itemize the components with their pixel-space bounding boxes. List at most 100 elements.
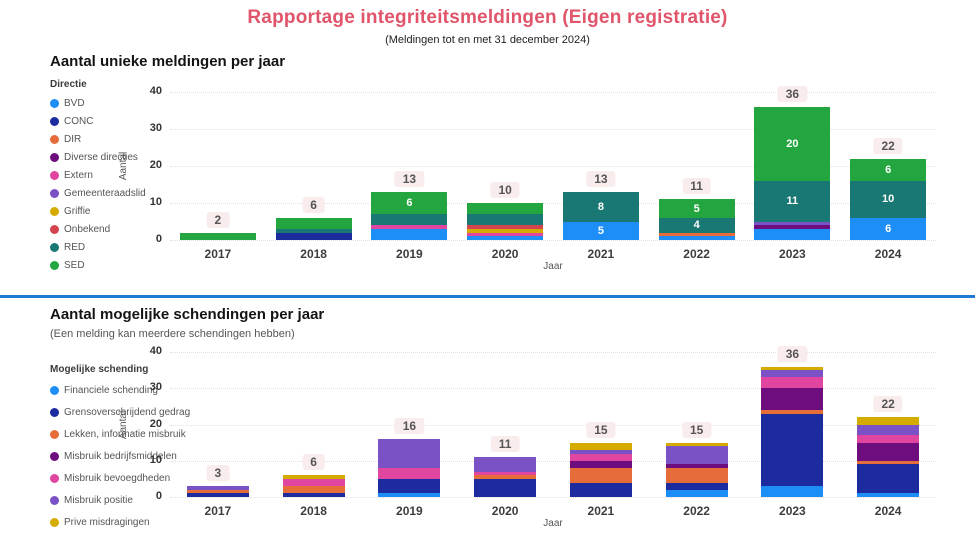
- bar-segment-misbruik-bedrijfsmiddelen[interactable]: [761, 388, 824, 410]
- bar-segment-sed[interactable]: [275, 217, 352, 229]
- bar-segment-misbruik-positie[interactable]: [665, 446, 728, 465]
- bar-segment-bvd[interactable]: [658, 236, 735, 240]
- bar-segment-misbruik-positie[interactable]: [569, 449, 632, 454]
- legend-item-lekken-informatie-misbruik[interactable]: Lekken, informatie misbruik: [50, 423, 186, 445]
- legend-item-financiele-schending[interactable]: Financiele schending: [50, 379, 185, 401]
- bar-segment-sed[interactable]: 20: [754, 106, 831, 181]
- legend-item-bvd[interactable]: BVD: [50, 94, 185, 112]
- bar-segment-financiele-schending[interactable]: [665, 489, 728, 497]
- legend-item-onbekend[interactable]: Onbekend: [50, 220, 185, 238]
- bar-total-label: 22: [873, 137, 903, 154]
- bar-segment-grensoverschrijdend-gedrag[interactable]: [378, 478, 441, 494]
- bar-segment-misbruik-bevoegdheden[interactable]: [761, 377, 824, 389]
- bar-segment-misbruik-positie[interactable]: [857, 424, 920, 436]
- bar-segment-misbruik-bevoegdheden[interactable]: [282, 478, 345, 487]
- bar-segment-sed[interactable]: [467, 203, 544, 215]
- bar-segment-gemeenteraadslid[interactable]: [754, 221, 831, 226]
- bar-segment-lekken-informatie-misbruik[interactable]: [761, 410, 824, 414]
- bar-segment-misbruik-bedrijfsmiddelen[interactable]: [857, 442, 920, 461]
- bar-segment-bvd[interactable]: 6: [850, 217, 927, 240]
- legend-item-diverse-directies[interactable]: Diverse directies: [50, 148, 185, 166]
- chart1-plot-area: 0 10 20 30 40 Aantal 2 2017 6 2018 6 13 2019 10 2020 5 8…: [118, 85, 936, 272]
- bar-segment-sed[interactable]: 6: [371, 191, 448, 215]
- bar-segment-prive-misdragingen[interactable]: [282, 475, 345, 479]
- bar-segment-dir[interactable]: [658, 232, 735, 237]
- bar-segment-griffie[interactable]: [467, 228, 544, 233]
- bar-segment-prive-misdragingen[interactable]: [761, 366, 824, 371]
- bar-segment-misbruik-bevoegdheden[interactable]: [474, 471, 537, 476]
- bar-segment-misbruik-bevoegdheden[interactable]: [378, 468, 441, 479]
- x-axis-tick-label: 2017: [204, 504, 232, 518]
- bar-segment-bvd[interactable]: [467, 236, 544, 240]
- bar-segment-red[interactable]: 10: [850, 180, 927, 218]
- bar-segment-extern[interactable]: [467, 232, 544, 237]
- bar-total-label: 11: [682, 178, 711, 195]
- bar-segment-lekken-informatie-misbruik[interactable]: [186, 489, 249, 494]
- bar-segment-financiele-schending[interactable]: [378, 493, 441, 497]
- bar-segment-misbruik-positie[interactable]: [474, 457, 537, 472]
- bar-segment-lekken-informatie-misbruik[interactable]: [282, 486, 345, 494]
- bar-segment-diverse-directies[interactable]: [754, 225, 831, 229]
- bar-segment-sed[interactable]: 5: [658, 199, 735, 218]
- legend-item-red[interactable]: RED: [50, 238, 185, 256]
- bar-segment-grensoverschrijdend-gedrag[interactable]: [282, 493, 345, 497]
- bar-segment-red[interactable]: [467, 214, 544, 226]
- legend-item-misbruik-bedrijfsmiddelen[interactable]: Misbruik bedrijfsmiddelen: [50, 445, 185, 467]
- bar-segment-value: 11: [786, 195, 799, 208]
- bar-segment-bvd[interactable]: [754, 228, 831, 240]
- bar-segment-red[interactable]: [371, 214, 448, 226]
- bar-segment-onbekend[interactable]: [467, 225, 544, 229]
- legend-item-extern[interactable]: Extern: [50, 166, 185, 184]
- bar-total-label: 16: [394, 418, 425, 434]
- legend-item-label: RED: [64, 241, 86, 253]
- bar-segment-grensoverschrijdend-gedrag[interactable]: [857, 464, 920, 494]
- legend-item-griffie[interactable]: Griffie: [50, 202, 185, 220]
- legend-color-dot: [50, 429, 59, 439]
- bar-segment-red[interactable]: [275, 228, 352, 233]
- legend-item-conc[interactable]: CONC: [50, 112, 185, 130]
- bar-segment-financiele-schending[interactable]: [761, 486, 824, 497]
- bar-segment-grensoverschrijdend-gedrag[interactable]: [569, 482, 632, 497]
- x-axis-title: Jaar: [543, 261, 563, 272]
- bar-segment-red[interactable]: 8: [562, 191, 639, 222]
- bar-segment-lekken-informatie-misbruik[interactable]: [857, 460, 920, 465]
- bar-segment-prive-misdragingen[interactable]: [569, 442, 632, 450]
- bar-segment-sed[interactable]: [179, 232, 256, 240]
- bar-segment-misbruik-bevoegdheden[interactable]: [569, 453, 632, 461]
- bar-total-label: 22: [873, 396, 903, 413]
- bar-segment-extern[interactable]: [371, 225, 448, 229]
- bar-segment-red[interactable]: 11: [754, 180, 831, 222]
- bar-segment-misbruik-bedrijfsmiddelen[interactable]: [665, 464, 728, 468]
- bar-segment-bvd[interactable]: [371, 228, 448, 240]
- legend-item-misbruik-bevoegdheden[interactable]: Misbruik bevoegdheden: [50, 467, 185, 489]
- bar-segment-conc[interactable]: [275, 232, 352, 240]
- bar-segment-red[interactable]: 4: [658, 217, 735, 233]
- bar-segment-misbruik-positie[interactable]: [186, 486, 249, 490]
- legend-item-dir[interactable]: DIR: [50, 130, 185, 148]
- y-axis-tick-label: 30: [149, 122, 162, 134]
- bar-segment-grensoverschrijdend-gedrag[interactable]: [761, 413, 824, 487]
- bar-segment-financiele-schending[interactable]: [857, 493, 920, 497]
- bar-segment-misbruik-positie[interactable]: [761, 370, 824, 378]
- legend-item-misbruik-positie[interactable]: Misbruik positie: [50, 489, 185, 511]
- bar-segment-grensoverschrijdend-gedrag[interactable]: [186, 493, 249, 497]
- bar-segment-misbruik-bedrijfsmiddelen[interactable]: [569, 460, 632, 468]
- bar-segment-bvd[interactable]: 5: [562, 221, 639, 240]
- legend-item-sed[interactable]: SED: [50, 256, 185, 274]
- bar-segment-lekken-informatie-misbruik[interactable]: [569, 468, 632, 483]
- bar-segment-lekken-informatie-misbruik[interactable]: [665, 468, 728, 483]
- bar-segment-grensoverschrijdend-gedrag[interactable]: [474, 478, 537, 497]
- y-axis-tick-label: 20: [149, 417, 162, 430]
- legend-item-gemeenteraadslid[interactable]: Gemeenteraadslid: [50, 184, 185, 202]
- bar-segment-grensoverschrijdend-gedrag[interactable]: [665, 482, 728, 490]
- bar-segment-lekken-informatie-misbruik[interactable]: [474, 475, 537, 479]
- bar-segment-misbruik-bevoegdheden[interactable]: [857, 435, 920, 443]
- bar-segment-prive-misdragingen[interactable]: [857, 417, 920, 425]
- bar-segment-misbruik-positie[interactable]: [378, 439, 441, 468]
- legend-item-prive-misdragingen[interactable]: Prive misdragingen: [50, 511, 185, 533]
- bar-segment-sed[interactable]: 6: [850, 158, 927, 181]
- bar-segment-prive-misdragingen[interactable]: [665, 442, 728, 447]
- legend-color-dot: [50, 206, 59, 216]
- bar-segment-value: 20: [786, 137, 799, 150]
- legend-item-grensoverschrijdend-gedrag[interactable]: Grensoverschrijdend gedrag: [50, 401, 190, 423]
